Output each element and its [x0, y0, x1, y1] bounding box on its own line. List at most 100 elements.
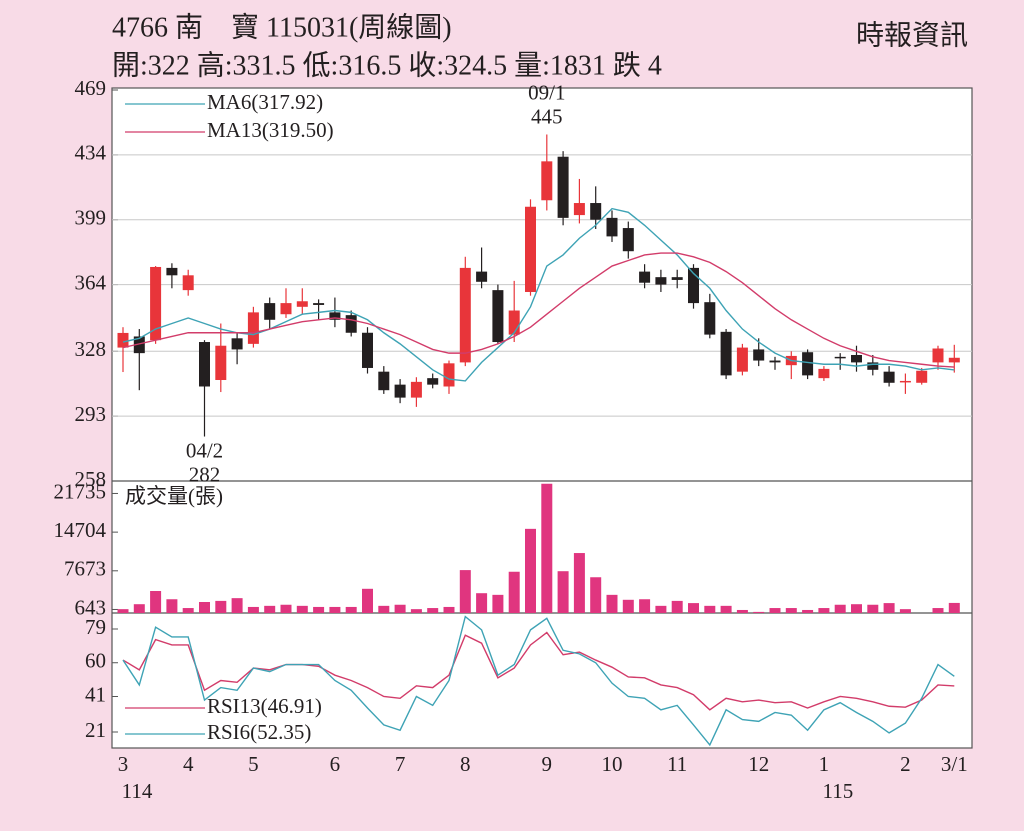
volume-bar: [247, 606, 259, 613]
candle-body: [688, 267, 699, 304]
candle-body: [541, 161, 553, 201]
candle-body: [345, 315, 357, 333]
volume-bar: [704, 605, 716, 613]
volume-bar: [932, 608, 944, 613]
volume-bar: [117, 609, 129, 613]
candle-body: [736, 347, 748, 372]
line-series: [122, 631, 955, 711]
x-tick-label: 7: [395, 752, 406, 776]
candle-body: [247, 312, 259, 344]
candle-body: [883, 371, 895, 383]
line-series: [122, 252, 955, 368]
candle-body: [133, 336, 145, 354]
legend-label: MA13(319.50): [207, 118, 334, 142]
candle-body: [899, 380, 911, 383]
candle-body: [394, 384, 406, 398]
volume-bar: [345, 606, 357, 613]
volume-bar: [834, 604, 846, 613]
volume-bar: [199, 602, 210, 613]
volume-bar: [688, 603, 699, 613]
volume-bar: [508, 571, 520, 613]
y-tick-label: 469: [75, 76, 107, 100]
candle-body: [932, 348, 944, 363]
volume-bar: [639, 599, 651, 613]
legend-label: RSI6(52.35): [207, 720, 311, 744]
legend-label: RSI13(46.91): [207, 694, 322, 718]
volume-bar: [655, 605, 667, 613]
volume-bar: [231, 598, 243, 613]
x-tick-label: 8: [460, 752, 471, 776]
x-tick-label: 1: [819, 752, 830, 776]
volume-bar: [883, 603, 895, 613]
y-tick-label: 643: [75, 595, 107, 619]
volume-bar: [590, 577, 602, 613]
candle-body: [378, 371, 390, 391]
annotation-date: 09/1: [528, 80, 565, 104]
annotation-value: 445: [531, 104, 563, 128]
year-label: 115: [823, 779, 854, 803]
y-tick-label: 21: [85, 718, 106, 742]
x-tick-label: 3/1: [941, 752, 968, 776]
y-tick-label: 7673: [64, 557, 106, 581]
candle-body: [492, 290, 504, 343]
y-tick-label: 21735: [54, 479, 107, 503]
volume-bar: [557, 571, 569, 613]
candle-body: [834, 356, 846, 359]
volume-bar: [296, 605, 308, 613]
volume-bar: [785, 608, 797, 613]
volume-bar: [948, 602, 960, 613]
candle-body: [557, 156, 569, 218]
volume-bar: [802, 609, 814, 613]
y-tick-label: 293: [75, 402, 107, 426]
candle-body: [280, 303, 292, 315]
annotation-value: 282: [189, 462, 221, 486]
volume-bar: [394, 604, 406, 613]
x-tick-label: 5: [248, 752, 259, 776]
candle-body: [818, 368, 830, 379]
candle-body: [867, 362, 879, 370]
candle-body: [851, 354, 862, 363]
candle-body: [753, 349, 765, 361]
volume-bar: [329, 606, 341, 613]
candle-body: [117, 332, 129, 348]
y-tick-label: 399: [75, 206, 107, 230]
volume-bar: [818, 608, 830, 613]
candle-body: [948, 357, 960, 363]
volume-bar: [166, 599, 178, 613]
volume-bar: [720, 605, 732, 613]
volume-bar: [753, 611, 765, 613]
candle-body: [606, 217, 618, 237]
volume-bar: [525, 528, 536, 613]
candle-body: [769, 360, 781, 363]
candle-body: [166, 267, 178, 276]
candle-body: [639, 271, 651, 283]
chart-title: 4766 南 寶 115031(周線圖): [112, 11, 452, 43]
volume-bar: [378, 605, 390, 613]
candle-body: [182, 275, 194, 291]
candle-body: [443, 363, 455, 387]
volume-bar: [443, 606, 455, 613]
volume-bar: [573, 553, 585, 613]
candle-body: [459, 267, 471, 363]
candle-body: [296, 301, 308, 307]
candle-body: [573, 203, 585, 216]
x-tick-label: 6: [330, 752, 341, 776]
volume-bar: [215, 600, 227, 613]
y-tick-label: 79: [85, 615, 106, 639]
x-tick-label: 10: [602, 752, 623, 776]
candle-body: [231, 338, 243, 350]
candle-body: [802, 352, 814, 376]
volume-bar: [769, 608, 781, 613]
x-tick-label: 9: [542, 752, 553, 776]
year-label: 114: [122, 779, 153, 803]
candle-body: [150, 266, 162, 341]
y-tick-label: 41: [85, 682, 106, 706]
volume-bar: [264, 605, 276, 613]
volume-bar: [362, 588, 373, 613]
x-tick-label: 3: [118, 752, 129, 776]
y-tick-label: 328: [75, 337, 107, 361]
volume-bar: [476, 593, 488, 613]
volume-bar: [427, 608, 439, 613]
volume-bar: [606, 594, 618, 613]
